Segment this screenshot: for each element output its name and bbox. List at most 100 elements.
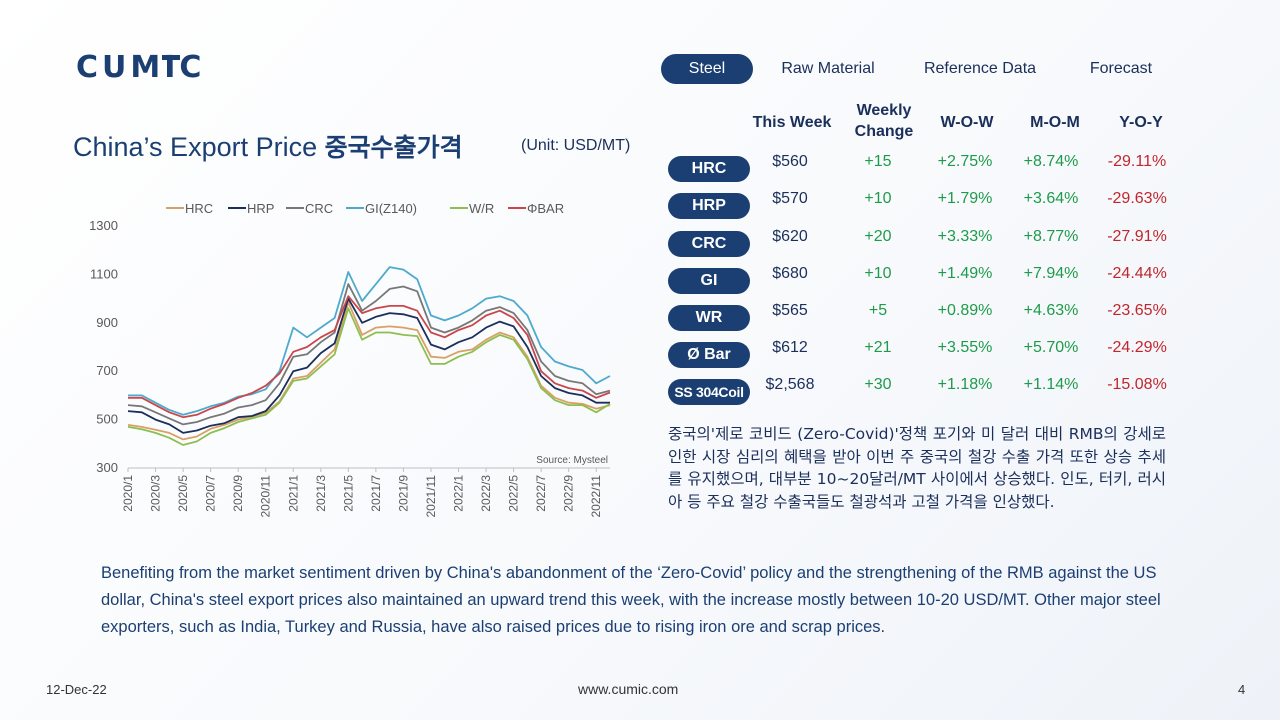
legend-label: HRC [185,201,213,216]
x-tick-label: 2021/1 [286,475,300,512]
mom-value: +3.64% [1023,190,1079,207]
this-week-value: $680 [772,265,808,282]
wow-value: +3.55% [937,339,993,356]
cumic-logo: CUMIC [76,50,206,85]
price-row-hrp: HRP $570 +10 +1.79% +3.64% -29.63% [668,189,1178,219]
this-week-value: $612 [772,339,808,356]
page-title: China’s Export Price 중국수출가격 [73,128,463,164]
yoy-value: -15.08% [1107,376,1167,393]
weekly-change-value: +20 [864,228,892,245]
x-tick-label: 2022/7 [534,475,548,512]
title-korean: 중국수출가격 [324,133,463,162]
series-line-hrc [127,301,611,441]
this-week-value: $2,568 [765,376,815,393]
yoy-value: -29.63% [1107,190,1167,207]
header-this-week: This Week [752,114,832,131]
tab-forecast[interactable]: Forecast [1089,60,1153,77]
footer-url[interactable]: www.cumic.com [578,681,679,697]
x-tick-label: 2021/11 [424,475,438,518]
price-row-hrc: HRC $560 +15 +2.75% +8.74% -29.11% [668,152,1178,182]
x-tick-label: 2022/5 [507,475,521,512]
x-tick-label: 2020/9 [231,475,245,512]
logo-text: CUMIC [76,50,206,85]
weekly-change-value: +10 [864,265,892,282]
product-badge-hrc: HRC [668,156,750,182]
header-wow: W-O-W [940,114,994,131]
x-tick-label: 2020/11 [259,475,273,518]
wow-value: +1.49% [937,265,993,282]
weekly-change-value: +21 [864,339,892,356]
footer-date: 12-Dec-22 [46,682,107,697]
mom-value: +5.70% [1023,339,1079,356]
wow-value: +1.18% [937,376,993,393]
series-line-crc [127,283,611,426]
x-tick-label: 2020/1 [121,475,135,512]
mom-value: +8.77% [1023,228,1079,245]
x-tick-label: 2020/5 [176,475,190,512]
x-tick-label: 2021/7 [369,475,383,512]
header-yoy: Y-O-Y [1119,114,1163,131]
title-english: China’s Export Price [73,132,318,162]
mom-value: +4.63% [1023,302,1079,319]
yoy-value: -23.65% [1107,302,1167,319]
wow-value: +3.33% [937,228,993,245]
this-week-value: $560 [772,153,808,170]
series-line-bar [128,295,611,419]
logo-accent-bar [162,55,180,60]
wow-value: +2.75% [937,153,993,170]
price-row-crc: CRC $620 +20 +3.33% +8.77% -27.91% [668,227,1178,257]
y-tick-label: 700 [96,363,118,378]
mom-value: +8.74% [1023,153,1079,170]
legend-label: HRP [247,201,274,216]
x-tick-label: 2020/7 [204,475,218,512]
header-weekly-change-line1: Weekly [856,102,912,119]
y-tick-label: 500 [96,412,118,427]
price-row-bar: Ø Bar $612 +21 +3.55% +5.70% -24.29% [668,338,1178,368]
x-tick-label: 2022/3 [479,475,493,512]
this-week-value: $620 [772,228,808,245]
x-tick-label: 2022/9 [562,475,576,512]
product-badge-bar: Ø Bar [668,342,750,368]
product-badge-wr: WR [668,305,750,331]
price-row-wr: WR $565 +5 +0.89% +4.63% -23.65% [668,301,1178,331]
header-weekly-change-line2: Change [854,123,914,140]
chart-source-note: Source: Mysteel [536,455,608,466]
price-row-ss304coil: SS 304Coil $2,568 +30 +1.18% +1.14% -15.… [668,375,1178,405]
export-price-line-chart: 300 500 700 900 1100 1300 2020/1 2020/3 2020/5 20… [89,201,611,518]
yoy-value: -24.44% [1107,265,1167,282]
price-row-gi: GI $680 +10 +1.49% +7.94% -24.44% [668,264,1178,294]
yoy-value: -27.91% [1107,228,1167,245]
y-tick-label: 1100 [90,266,118,281]
product-badge-crc: CRC [668,231,750,257]
unit-label: (Unit: USD/MT) [521,137,631,154]
tab-steel[interactable]: Steel [661,54,753,84]
header-weekly-change: Weekly Change [848,100,920,142]
yoy-value: -29.11% [1107,153,1167,170]
series-line-w-r [127,307,611,446]
series-line-gi-z140 [128,266,611,416]
wow-value: +0.89% [937,302,993,319]
product-badge-gi: GI [668,268,750,294]
x-tick-label: 2021/5 [341,475,355,512]
x-tick-label: 2020/3 [149,475,163,512]
page-number: 4 [1238,682,1246,697]
y-tick-label: 300 [96,460,118,475]
series-line-hrp [127,297,610,434]
section-tabs: Steel Raw Material Reference Data Foreca… [661,53,1161,85]
tab-reference-data[interactable]: Reference Data [923,60,1037,77]
weekly-change-value: +15 [864,153,892,170]
weekly-change-value: +30 [864,376,892,393]
y-tick-label: 900 [96,315,118,330]
legend-label: GI(Z140) [365,201,417,216]
tab-raw-material[interactable]: Raw Material [781,60,875,77]
legend-label: CRC [305,201,333,216]
product-badge-hrp: HRP [668,193,750,219]
y-tick-label: 1300 [89,218,118,233]
legend-label: ΦBAR [527,201,564,216]
weekly-change-value: +5 [868,302,888,319]
legend-label: W/R [469,201,494,216]
yoy-value: -24.29% [1107,339,1167,356]
x-tick-label: 2021/9 [396,475,410,512]
korean-commentary: 중국의'제로 코비드 (Zero-Covid)'정책 포기와 미 달러 대비 R… [668,425,1166,511]
mom-value: +7.94% [1023,265,1079,282]
